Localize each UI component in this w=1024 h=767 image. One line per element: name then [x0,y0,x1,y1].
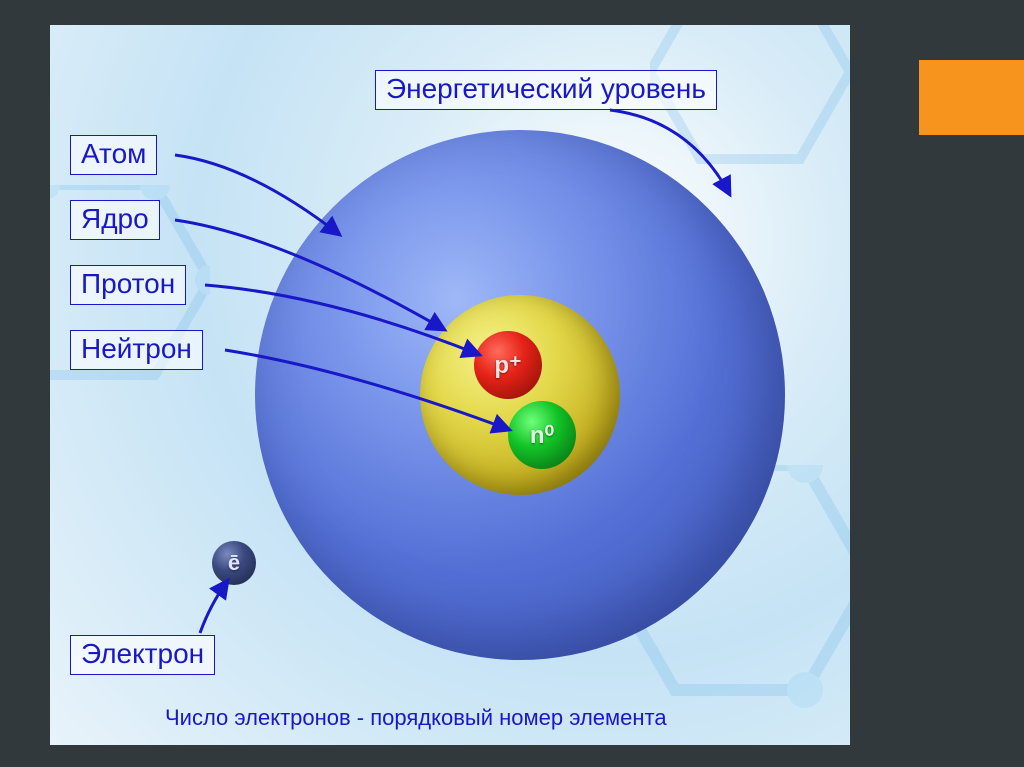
diagram-area: p⁺ n⁰ ē Энергетический уровень Атом Ядро… [50,25,850,745]
neutron-particle: n⁰ [508,401,576,469]
accent-bars [919,60,1024,135]
electron-symbol: ē [228,550,240,576]
stage: p⁺ n⁰ ē Энергетический уровень Атом Ядро… [0,0,1024,767]
neutron-symbol: n⁰ [530,421,554,450]
label-atom: Атом [70,135,157,175]
label-nucleus: Ядро [70,200,160,240]
caption-text: Число электронов - порядковый номер элем… [165,705,667,731]
proton-particle: p⁺ [474,331,542,399]
label-neutron: Нейтрон [70,330,203,370]
accent-bar-small [919,60,949,135]
accent-bar-large [949,60,1024,135]
label-proton: Протон [70,265,186,305]
proton-symbol: p⁺ [494,351,521,380]
electron-particle: ē [212,541,256,585]
label-energy-level: Энергетический уровень [375,70,717,110]
diagram-frame: p⁺ n⁰ ē Энергетический уровень Атом Ядро… [50,25,850,745]
label-electron: Электрон [70,635,215,675]
